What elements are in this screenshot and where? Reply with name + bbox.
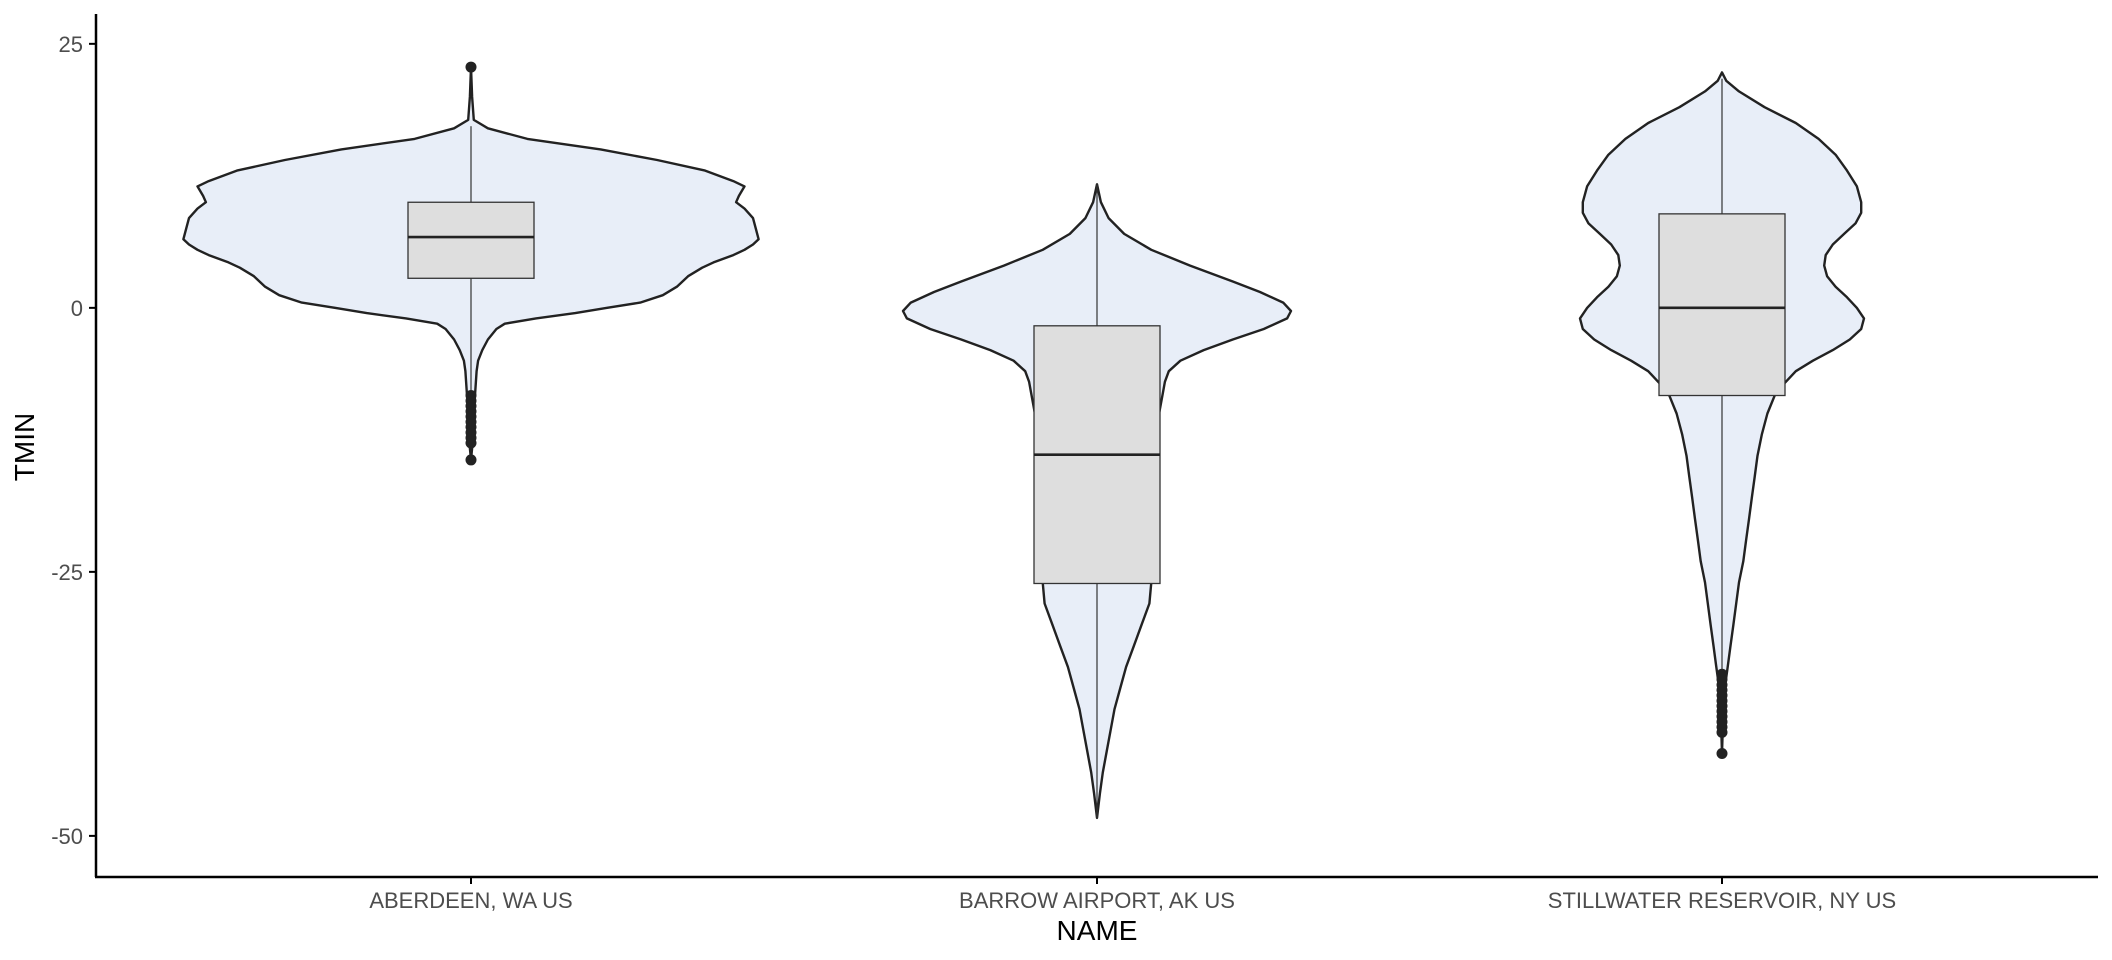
x-axis-ticks: ABERDEEN, WA US BARROW AIRPORT, AK US STIL… — [369, 877, 1896, 913]
box-iqr — [1659, 214, 1785, 396]
outlier-point — [466, 454, 477, 465]
x-tick-label: BARROW AIRPORT, AK US — [959, 888, 1235, 913]
y-axis-title: TMIN — [9, 413, 40, 481]
x-tick-label: STILLWATER RESERVOIR, NY US — [1548, 888, 1896, 913]
violin-group — [183, 62, 758, 466]
y-tick-label: 0 — [71, 296, 83, 321]
violin-group — [903, 184, 1291, 818]
violin-group — [1580, 72, 1864, 759]
x-axis-title: NAME — [1057, 915, 1138, 946]
outlier-point — [1717, 748, 1728, 759]
outlier-point — [466, 62, 477, 73]
y-tick-label: -25 — [51, 560, 83, 585]
plot-area — [183, 62, 1864, 818]
y-axis-ticks: 25 0 -25 -50 — [51, 32, 96, 849]
box-iqr — [408, 202, 534, 278]
outlier-point — [466, 438, 477, 449]
outlier-point — [1717, 727, 1728, 738]
y-tick-label: -50 — [51, 824, 83, 849]
y-tick-label: 25 — [59, 32, 83, 57]
x-tick-label: ABERDEEN, WA US — [369, 888, 572, 913]
